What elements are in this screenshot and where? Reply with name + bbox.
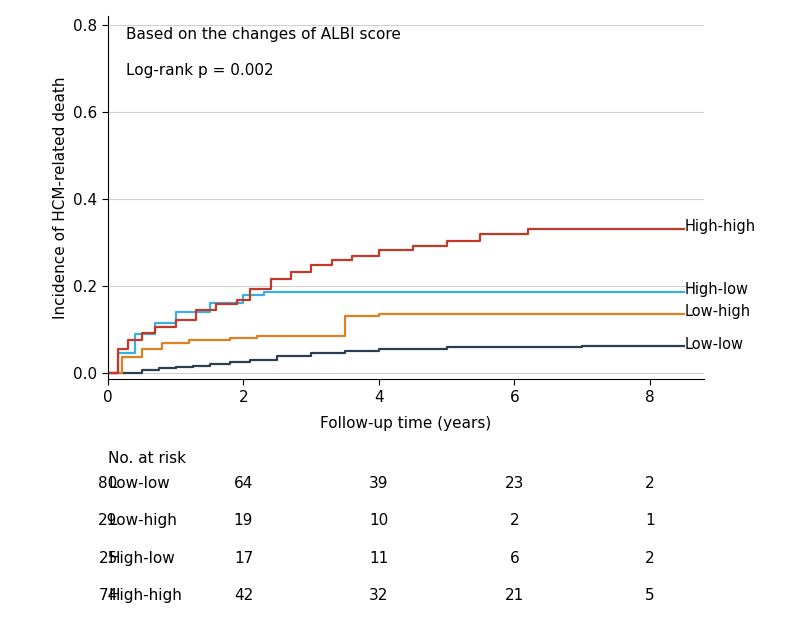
- Text: Low-high: Low-high: [108, 513, 177, 528]
- Text: 80: 80: [98, 476, 118, 490]
- Text: 25: 25: [98, 551, 118, 566]
- Text: 5: 5: [645, 588, 654, 604]
- Text: 10: 10: [370, 513, 389, 528]
- Text: 74: 74: [98, 588, 118, 604]
- Text: High-low: High-low: [108, 551, 174, 566]
- Text: High-high: High-high: [685, 219, 756, 234]
- Text: 29: 29: [98, 513, 118, 528]
- Text: 2: 2: [645, 551, 654, 566]
- Text: 6: 6: [510, 551, 519, 566]
- Text: 19: 19: [234, 513, 253, 528]
- Text: 1: 1: [645, 513, 654, 528]
- Text: High-low: High-low: [685, 283, 749, 298]
- Text: 11: 11: [370, 551, 389, 566]
- Text: 23: 23: [505, 476, 524, 490]
- X-axis label: Follow-up time (years): Follow-up time (years): [320, 416, 492, 431]
- Text: Low-high: Low-high: [685, 304, 751, 319]
- Text: 17: 17: [234, 551, 253, 566]
- Text: Low-low: Low-low: [108, 476, 170, 490]
- Text: 39: 39: [369, 476, 389, 490]
- Text: 32: 32: [370, 588, 389, 604]
- Text: 42: 42: [234, 588, 253, 604]
- Text: 2: 2: [645, 476, 654, 490]
- Text: 21: 21: [505, 588, 524, 604]
- Text: Based on the changes of ALBI score: Based on the changes of ALBI score: [126, 27, 401, 42]
- Text: 2: 2: [510, 513, 519, 528]
- Text: Low-low: Low-low: [685, 337, 744, 352]
- Text: High-high: High-high: [108, 588, 182, 604]
- Text: 64: 64: [234, 476, 253, 490]
- Y-axis label: Incidence of HCM-related death: Incidence of HCM-related death: [53, 76, 68, 319]
- Text: No. at risk: No. at risk: [108, 451, 186, 466]
- Text: Log-rank p = 0.002: Log-rank p = 0.002: [126, 63, 274, 78]
